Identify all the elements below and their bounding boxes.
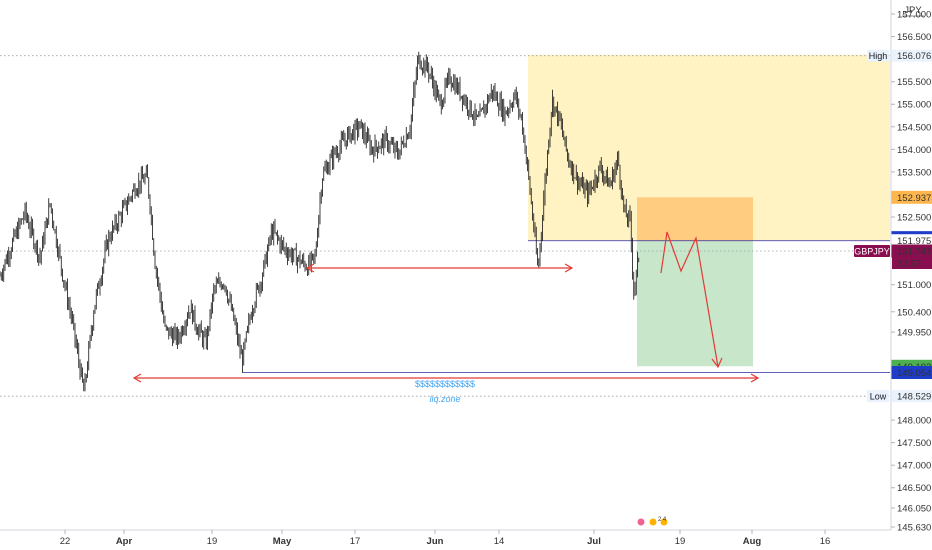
projection-path	[660, 231, 719, 368]
high-label: High	[869, 51, 888, 61]
y-tick-label: 145.630	[897, 523, 931, 534]
y-tick-label: 147.000	[897, 461, 931, 472]
high-label-bg	[867, 49, 889, 62]
footer-event-icon	[649, 518, 657, 526]
projection-arrow-head	[711, 357, 723, 369]
x-tick-label: 17	[350, 536, 361, 547]
y-tick-label: 155.500	[897, 77, 931, 88]
price-tag: 149.054	[897, 368, 931, 379]
take-profit-zone	[637, 240, 753, 367]
y-tick-label: 151.000	[897, 280, 931, 291]
range-arrow-short-head-right	[564, 263, 574, 273]
range-arrow-short-head-left	[305, 263, 315, 273]
y-tick-label: 156.500	[897, 32, 931, 43]
y-tick-label: 149.950	[897, 328, 931, 339]
symbol-badge: GBPJPY	[854, 247, 890, 257]
countdown-bg	[892, 257, 932, 270]
countdown: 32:57	[897, 259, 921, 270]
x-tick-label: Jun	[427, 536, 444, 547]
level-tag-high: 156.076	[897, 51, 931, 62]
y-tick-label: 155.000	[897, 100, 931, 111]
liquidity-arrow-head-right	[750, 373, 760, 383]
price-tag: 152.937	[897, 193, 931, 204]
level-tag-bg	[892, 49, 932, 62]
x-tick-label: 19	[675, 536, 686, 547]
low-label: Low	[870, 392, 887, 402]
y-tick-label: 146.050	[897, 504, 931, 515]
y-tick-label: 148.000	[897, 416, 931, 427]
x-tick-label: 16	[820, 536, 831, 547]
y-tick-label: 152.500	[897, 213, 931, 224]
y-tick-label: 157.000	[897, 10, 931, 21]
x-tick-label: 22	[60, 536, 71, 547]
footer-badge-text: 2 4	[658, 517, 667, 523]
x-tick-label: Jul	[587, 536, 601, 547]
level-tag-bg	[892, 390, 932, 403]
y-tick-label: 146.500	[897, 483, 931, 494]
symbol-badge-bg	[854, 245, 890, 258]
dollar-text: $$$$$$$$$$$$	[415, 379, 475, 389]
stop-loss-zone	[637, 197, 753, 241]
price-tag-bg	[891, 190, 932, 204]
y-tick-label: 153.500	[897, 167, 931, 178]
footer-event-icon	[637, 518, 645, 526]
price-tag-bg	[891, 366, 932, 380]
low-label-bg	[867, 390, 889, 403]
y-tick-label: 154.500	[897, 122, 931, 133]
level-tag-low: 148.529	[897, 392, 931, 403]
y-tick-label: 147.500	[897, 438, 931, 449]
footer-event-icon	[660, 518, 668, 526]
y-tick-label: 154.000	[897, 145, 931, 156]
liquidity-arrow-head-left	[132, 373, 142, 383]
x-tick-label: May	[273, 536, 292, 547]
price-tag: 151.975	[897, 236, 931, 247]
currency-label: JPY	[904, 5, 922, 16]
price-tag: 151.747	[897, 247, 931, 258]
x-tick-label: Aug	[743, 536, 762, 547]
x-tick-label: Apr	[116, 536, 133, 547]
liq-zone-text: liq.zone	[429, 394, 460, 404]
x-tick-label: 19	[207, 536, 218, 547]
y-tick-label: 150.400	[897, 307, 931, 318]
x-tick-label: 14	[494, 536, 505, 547]
